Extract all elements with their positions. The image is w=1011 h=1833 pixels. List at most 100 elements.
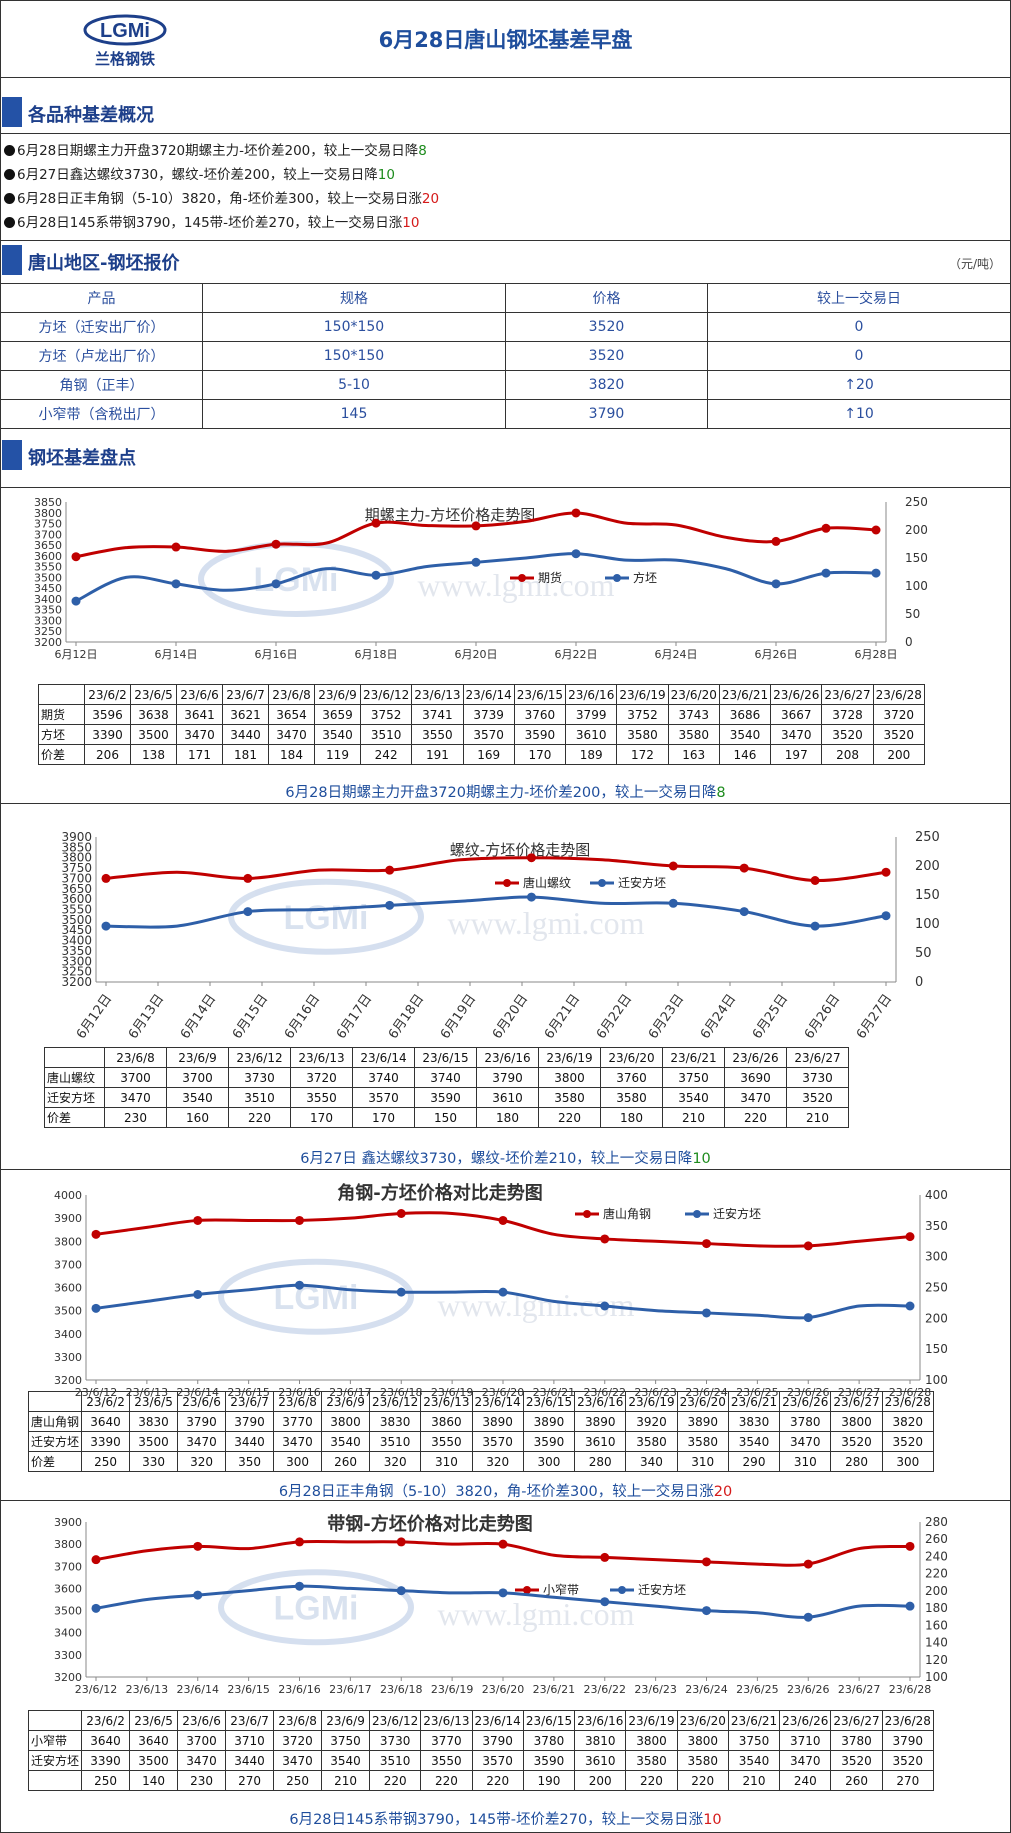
y2-tick-label: 0 (905, 635, 913, 649)
page-title: 6月28日唐山钢坯基差早盘 (378, 28, 633, 52)
y-tick-label: 3500 (54, 1305, 82, 1318)
x-tick-label: 6月24日 (655, 648, 698, 661)
x-tick-label: 23/6/25 (736, 1683, 778, 1696)
table-row: 角钢（正丰） 5-10 3820 ↑20 (0, 370, 1011, 400)
series-point (91, 1603, 101, 1613)
y-tick-label: 3400 (34, 593, 62, 606)
y2-tick-label: 100 (925, 1373, 948, 1387)
legend-marker (583, 1210, 591, 1218)
y-tick-label: 3850 (34, 496, 62, 509)
x-tick-label: 23/6/22 (584, 1683, 626, 1696)
bullet-icon (4, 169, 15, 180)
y-tick-label: 3800 (34, 507, 62, 520)
x-tick-label: 6月18日 (355, 648, 398, 661)
y-tick-label: 3450 (61, 923, 92, 937)
table-row: 250 140 230 270 250 210 220 220 220 190 200 220 220 2… (27, 1770, 934, 1791)
table-row: 小窄带 3640 3640 3700 3710 3720 3750 3730 3770 3790 3… (27, 1730, 934, 1751)
bullet-icon (4, 145, 15, 156)
watermark: LGMi www.lgmi.com (198, 541, 615, 617)
overview-bullet: 6月27日鑫达螺纹3730，螺纹-坯价差200，较上一交易日降10 (4, 163, 395, 183)
table-row: 期货 3596 3638 3641 3621 3654 3659 3752 3741 3739 37… (38, 704, 925, 725)
series-point (91, 1303, 101, 1313)
series-point (193, 1215, 203, 1225)
y2-tick-label: 300 (925, 1250, 948, 1264)
x-tick-label: 6月12日 (55, 648, 98, 661)
series-point (702, 1557, 711, 1567)
x-tick-label: 23/6/16 (278, 1683, 320, 1696)
y2-tick-label: 400 (925, 1188, 948, 1202)
series-point (871, 525, 881, 535)
y-tick-label: 3500 (34, 571, 62, 584)
overview-section-header: 各品种基差概况 (0, 93, 1011, 131)
watermark: LGMi www.lgmi.com (218, 1258, 635, 1335)
x-tick-label: 6月17日 (334, 992, 375, 1042)
x-tick-label: 23/6/18 (380, 1683, 422, 1696)
y-tick-label: 3350 (34, 604, 62, 617)
legend-label: 唐山螺纹 (523, 875, 571, 890)
series-point (905, 1232, 915, 1242)
x-tick-label: 6月21日 (542, 992, 583, 1042)
y-tick-label: 3400 (54, 1627, 82, 1640)
x-tick-label: 23/6/27 (838, 1683, 880, 1696)
chart-data-table: 23/6/8 23/6/9 23/6/12 23/6/13 23/6/14 23/6/15… (44, 1047, 849, 1128)
basis-section-header: 钢坯基差盘点 (0, 436, 1011, 474)
x-tick-label: 23/6/23 (634, 1683, 676, 1696)
series-point (526, 853, 536, 863)
y-tick-label: 3700 (54, 1258, 82, 1271)
y-tick-label: 3450 (34, 582, 62, 595)
chart-data-table: 23/6/2 23/6/5 23/6/6 23/6/7 23/6/8 23/6/9 23/6… (38, 684, 925, 765)
y2-tick-label: 100 (925, 1670, 948, 1684)
y-tick-label: 3400 (54, 1328, 82, 1341)
y-tick-label: 3800 (61, 851, 92, 865)
x-tick-label: 23/6/28 (889, 1683, 931, 1696)
x-tick-label: 23/6/20 (482, 1683, 524, 1696)
legend-marker (598, 879, 606, 887)
y2-tick-label: 150 (905, 551, 928, 565)
x-tick-label: 6月16日 (255, 648, 298, 661)
x-tick-label: 6月26日 (802, 992, 843, 1042)
y-tick-label: 3550 (61, 903, 92, 917)
basis-chart-4: LGMi www.lgmi.com 3200 3300 3400 3500 3600 3700… (54, 1513, 948, 1696)
x-tick-label: 6月23日 (646, 992, 687, 1042)
x-tick-label: 6月28日 (855, 648, 898, 661)
x-tick-label: 6月22日 (555, 648, 598, 661)
y-tick-label: 3200 (54, 1374, 82, 1387)
lange-logo: LGMi 兰格钢铁 (83, 14, 167, 68)
series-point (271, 539, 281, 549)
series-point (668, 861, 678, 871)
section-marker (2, 245, 22, 275)
chart-data-table: 23/6/2 23/6/5 23/6/6 23/6/7 23/6/8 23/6/9 23/6… (27, 1710, 934, 1791)
series-point (271, 579, 281, 589)
bullet-icon (4, 217, 15, 228)
series-point (385, 900, 395, 910)
legend-label: 唐山角钢 (603, 1206, 651, 1221)
x-tick-label: 6月13日 (126, 992, 167, 1042)
table-row: 唐山螺纹 3700 3700 3730 3720 3740 3740 3790 3800 3760… (44, 1067, 849, 1088)
table-header-row: 产品 规格 价格 较上一交易日 (0, 283, 1011, 313)
y2-tick-label: 100 (905, 579, 928, 593)
series-point (101, 873, 111, 883)
legend-marker (618, 1586, 626, 1594)
series-point (803, 1559, 813, 1569)
series-point (396, 1537, 406, 1547)
series-point (571, 549, 581, 559)
y-tick-label: 3600 (54, 1282, 82, 1295)
x-tick-label: 6月14日 (155, 648, 198, 661)
table-row: 方坯（迁安出厂价） 150*150 3520 0 (0, 312, 1011, 342)
y-tick-label: 3300 (34, 614, 62, 627)
table-header-row: 23/6/2 23/6/5 23/6/6 23/6/7 23/6/8 23/6/9 23/6… (38, 684, 925, 705)
series-point (171, 579, 181, 589)
x-tick-label: 6月20日 (490, 992, 531, 1042)
overview-bullet: 6月28日145系带钢3790，145带-坯价差270，较上一交易日涨10 (4, 211, 419, 231)
chart-caption: 6月28日正丰角钢（5-10）3820，角-坯价差300，较上一交易日涨20 (278, 1484, 733, 1500)
section-marker (2, 440, 22, 470)
x-tick-label: 23/6/12 (75, 1683, 117, 1696)
x-tick-label: 6月26日 (755, 648, 798, 661)
x-tick-label: 23/6/15 (227, 1683, 269, 1696)
series-point (600, 1597, 610, 1607)
bullet-icon (4, 193, 15, 204)
y-tick-label: 3650 (34, 539, 62, 552)
legend-label: 小窄带 (543, 1582, 579, 1597)
y2-tick-label: 200 (925, 1311, 948, 1325)
series-point (821, 523, 831, 533)
